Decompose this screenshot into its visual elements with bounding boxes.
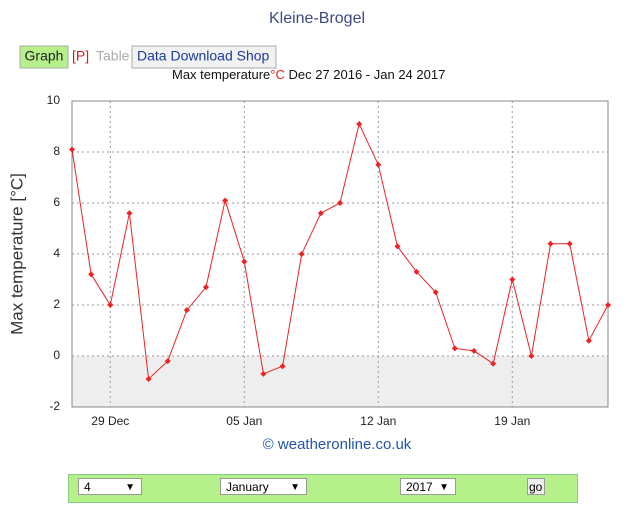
y-tick-label: -2 [49, 399, 60, 413]
marker [317, 210, 324, 217]
y-tick-label: 8 [53, 144, 60, 158]
marker [451, 345, 458, 352]
page-title: Kleine-Brogel [269, 10, 365, 27]
tab[interactable]: Table [96, 48, 130, 64]
marker [528, 353, 535, 359]
tab[interactable]: [P] [72, 48, 89, 64]
month: January [226, 480, 269, 494]
month-select[interactable]: January ▼ [220, 478, 307, 495]
y-axis-label: Max temperature [°C] [7, 173, 26, 335]
marker [107, 302, 114, 308]
x-tick-label: 19 Jan [494, 414, 530, 428]
marker [69, 146, 75, 153]
marker [126, 210, 133, 217]
tab[interactable]: Graph [25, 48, 64, 64]
marker [279, 363, 286, 370]
marker [88, 271, 95, 278]
tab-bg [19, 45, 69, 69]
y-tick-label: 6 [53, 195, 60, 209]
go-button[interactable]: go [527, 478, 545, 495]
marker [394, 243, 401, 250]
y-tick-label: 4 [53, 246, 60, 260]
x-tick-label: 05 Jan [226, 414, 262, 428]
marker [260, 370, 267, 377]
marker [164, 358, 171, 365]
marker [183, 307, 190, 314]
line [71, 122, 609, 380]
tab-bg [131, 45, 277, 69]
marker [203, 284, 209, 291]
year-select[interactable]: 2017 ▼ [400, 478, 456, 495]
below-zero-shade [72, 356, 608, 407]
title-part: Dec 27 2016 - Jan 24 2017 [285, 67, 445, 82]
marker [145, 375, 152, 382]
y-tick-label: 2 [53, 297, 60, 311]
marker [471, 347, 477, 354]
plot-frame [71, 100, 609, 408]
marker [432, 289, 439, 296]
day-select[interactable]: 4 ▼ [78, 478, 142, 495]
marker [222, 197, 229, 204]
marker [585, 337, 592, 344]
marker [605, 302, 611, 308]
marker [337, 200, 343, 206]
chart-title: Max temperature°C Dec 27 2016 - Jan 24 2… [172, 67, 445, 82]
year: 2017 [406, 480, 433, 494]
day: 4 [84, 480, 91, 494]
y-tick-label: 10 [47, 93, 61, 107]
x-tick-label: 12 Jan [360, 414, 396, 428]
chart: Kleine-Brogel Graph [P] Table Data Downl… [7, 10, 611, 453]
marker [356, 120, 363, 127]
y-tick-label: 0 [53, 348, 60, 362]
title-part: Max temperature [172, 67, 270, 82]
marker [241, 258, 248, 265]
x-tick-label: 29 Dec [91, 414, 129, 428]
marker [509, 276, 516, 283]
marker [547, 240, 554, 247]
tab[interactable]: Data Download Shop [137, 48, 270, 64]
form-bar [68, 474, 578, 503]
marker [566, 240, 573, 247]
credit: © weatheronline.co.uk [263, 436, 412, 453]
marker [413, 268, 420, 275]
title-part: °C [270, 67, 285, 82]
marker [490, 360, 497, 367]
marker [375, 161, 382, 168]
marker [298, 251, 305, 257]
